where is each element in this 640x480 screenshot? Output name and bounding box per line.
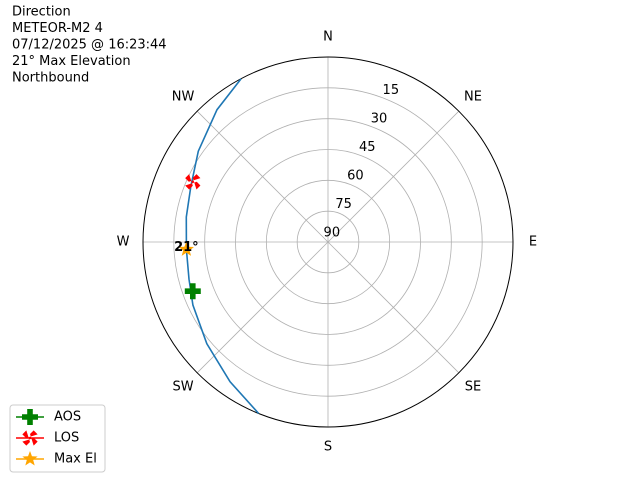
theta-tick-label: NW <box>172 90 195 105</box>
legend-label: AOS <box>54 410 81 425</box>
theta-tick-label: W <box>117 235 130 250</box>
polar-frame <box>142 56 514 428</box>
legend-marker <box>22 430 38 446</box>
marker <box>184 283 201 300</box>
grid-spoke <box>196 241 329 374</box>
grid-spoke <box>196 110 329 243</box>
marker <box>178 241 194 256</box>
legend-label: LOS <box>54 431 79 446</box>
title-line: Northbound <box>12 71 89 86</box>
r-tick-label: 60 <box>347 168 364 183</box>
theta-tick-label: SW <box>172 379 193 394</box>
r-tick-label: 45 <box>359 140 376 155</box>
r-tick-label: 90 <box>324 225 341 240</box>
title-line: 07/12/2025 @ 16:23:44 <box>12 38 167 53</box>
theta-tick-label: SE <box>465 379 481 394</box>
theta-tick-label: NE <box>464 90 482 105</box>
legend-marker <box>22 451 38 466</box>
r-tick-label: 15 <box>383 83 400 98</box>
title-line: 21° Max Elevation <box>12 54 131 69</box>
marker <box>185 174 201 190</box>
legend-label: Max El <box>54 452 97 467</box>
legend-marker <box>22 409 38 425</box>
legend-box <box>9 404 106 473</box>
theta-tick-label: N <box>323 30 333 45</box>
grid-spoke <box>327 241 460 374</box>
title-line: Direction <box>12 5 71 20</box>
value-label: 21° <box>174 240 199 255</box>
grid-spoke <box>327 110 460 243</box>
r-tick-label: 75 <box>335 197 352 212</box>
title-line: METEOR-M2 4 <box>12 21 103 36</box>
theta-tick-label: S <box>324 440 332 455</box>
r-tick-label: 30 <box>371 111 388 126</box>
theta-tick-label: E <box>529 235 537 250</box>
